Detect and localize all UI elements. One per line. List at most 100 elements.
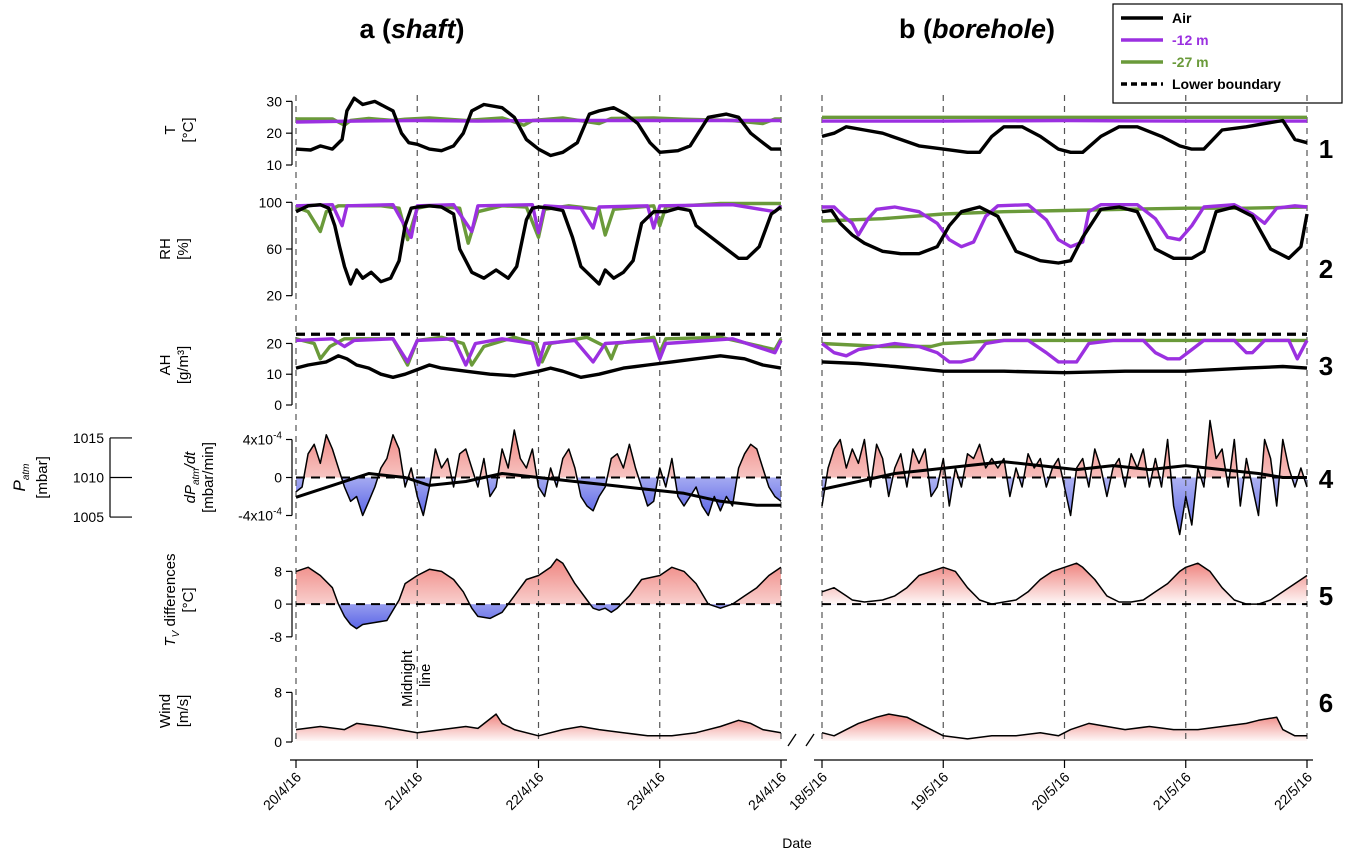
x-axis-panel-b: 18/5/16 19/5/16 20/5/16 21/5/16 22/5/16 xyxy=(786,759,1315,813)
panel-b-title: b (borehole) xyxy=(899,14,1055,44)
x-tick-label: 21/4/16 xyxy=(381,769,425,813)
series-line-air xyxy=(295,354,782,379)
y-tick-label: 60 xyxy=(266,241,282,257)
x-tick-label: 22/4/16 xyxy=(502,769,546,813)
y-axis-row-1: 10 20 30 T[°C] 1 xyxy=(162,93,1333,173)
row-number: 4 xyxy=(1319,464,1334,494)
y-label-line: RH xyxy=(157,238,174,260)
axis-break-mark xyxy=(787,733,797,747)
series-line-patm xyxy=(295,472,781,507)
row-number: 6 xyxy=(1319,688,1333,718)
y-axis-label: T[°C] xyxy=(162,117,197,142)
y-axis-row-5: -8 0 8 TV differences[°C] 5 xyxy=(162,553,1333,646)
series-line-tv xyxy=(821,562,1308,605)
y-label-line: TV differences xyxy=(162,553,182,646)
y-tick-label: 8 xyxy=(274,684,282,700)
series-line-12m xyxy=(822,118,1307,123)
y-axis-label: AH[g/m³] xyxy=(157,346,192,384)
y2-tick-label: 1015 xyxy=(73,430,104,446)
y-label-unit: [°C] xyxy=(180,587,197,612)
y-label-line: dPatm/dt xyxy=(182,451,202,504)
series-line-dp xyxy=(821,419,1308,536)
row-number: 3 xyxy=(1319,351,1333,381)
y-axis-label: TV differences[°C] xyxy=(162,553,197,646)
y-tick-label: -8 xyxy=(270,629,283,645)
series-line-dp xyxy=(295,429,782,517)
y-tick-label: 0 xyxy=(274,734,282,750)
series-line-air xyxy=(821,118,1308,154)
x-axis-title: Date xyxy=(782,835,812,851)
series-line-air xyxy=(821,205,1309,265)
y-label-unit: [%] xyxy=(175,238,192,260)
y-tick-label: 10 xyxy=(266,157,282,173)
y-axis-row-3: 0 10 20 AH[g/m³] 3 xyxy=(157,335,1333,413)
legend-box xyxy=(1112,3,1343,104)
y-axis-label: RH[%] xyxy=(157,238,192,260)
axis-break xyxy=(787,733,815,747)
series-line-12m xyxy=(822,203,1308,249)
y-tick-label: 0 xyxy=(274,596,282,612)
legend-item: Lower boundary xyxy=(1121,76,1281,92)
legend-label: -12 m xyxy=(1172,32,1209,48)
x-tick-label: 19/5/16 xyxy=(907,769,951,813)
panel-a-title: a (shaft) xyxy=(359,14,464,44)
series-line-air xyxy=(821,360,1308,375)
legend: Air -12 m -27 m Lower boundary xyxy=(1112,3,1343,104)
positive-fill-area xyxy=(296,430,781,478)
y-tick-label: 100 xyxy=(259,194,283,210)
y-label-unit: [°C] xyxy=(180,117,197,142)
legend-label: -27 m xyxy=(1172,54,1209,70)
y-tick-label: 20 xyxy=(266,335,282,351)
y-tick-label: 10 xyxy=(266,366,282,382)
x-tick-label: 22/5/16 xyxy=(1271,769,1315,813)
y2-tick-label: 1010 xyxy=(73,470,104,486)
series-line-wind xyxy=(821,713,1307,740)
x-tick-label: 20/4/16 xyxy=(260,769,304,813)
y-axis-row-4: -4x10-4 0 4x10-4 dPatm/dt[mbar/min] 4 xyxy=(182,431,1334,524)
series-line-27m xyxy=(295,335,783,367)
x-axis-panel-a: 20/4/16 21/4/16 22/4/16 23/4/16 24/4/16 xyxy=(260,759,789,813)
y-tick-label: 4x10-4 xyxy=(243,431,283,448)
x-tick-label: 20/5/16 xyxy=(1028,769,1072,813)
y-label-unit: [m/s] xyxy=(175,695,192,728)
row-number: 1 xyxy=(1319,134,1333,164)
y-label-line: Wind xyxy=(157,694,174,728)
x-tick-label: 24/4/16 xyxy=(745,769,789,813)
y-axis-row-6: 0 8 Wind[m/s] 6 xyxy=(157,684,1333,750)
y-tick-label: 0 xyxy=(274,470,282,486)
series-line-12m xyxy=(295,203,783,239)
y2-tick-label: 1005 xyxy=(73,509,104,525)
negative-fill-area xyxy=(296,604,781,629)
x-tick-label: 23/4/16 xyxy=(624,769,668,813)
row-number: 5 xyxy=(1319,581,1333,611)
legend-item: Air xyxy=(1121,10,1192,26)
secondary-y-axis-patm: 1005 1010 1015 Patm [mbar] xyxy=(10,430,132,525)
x-tick-label: 18/5/16 xyxy=(786,769,830,813)
y-label-unit: [g/m³] xyxy=(175,346,192,384)
y-tick-label: 0 xyxy=(274,397,282,413)
series-line-wind xyxy=(295,713,782,737)
series-line-tv xyxy=(295,558,782,630)
midnight-line-annotation: Midnight line xyxy=(399,646,434,707)
series-line-12m xyxy=(820,338,1309,364)
legend-label: Air xyxy=(1172,10,1192,26)
y-axis-label: dPatm/dt[mbar/min] xyxy=(182,442,217,513)
y-label-unit: [mbar/min] xyxy=(200,442,217,513)
y-tick-label: 30 xyxy=(266,93,282,109)
row-number: 2 xyxy=(1319,254,1333,284)
y2-axis-label: Patm [mbar] xyxy=(10,456,51,499)
series-line-12m xyxy=(295,337,783,367)
y-tick-label: -4x10-4 xyxy=(238,507,282,524)
legend-item: -27 m xyxy=(1121,54,1209,70)
series-line-12m xyxy=(295,118,781,124)
y-label-line: T xyxy=(162,125,179,134)
series-line-patm xyxy=(821,460,1307,491)
legend-item: -12 m xyxy=(1121,32,1209,48)
y-tick-label: 20 xyxy=(266,125,282,141)
legend-label: Lower boundary xyxy=(1172,76,1281,92)
y-label-line: AH xyxy=(157,355,174,376)
y-axis-label: Wind[m/s] xyxy=(157,694,192,728)
series-line-air xyxy=(295,203,782,286)
negative-fill-area xyxy=(296,477,781,516)
